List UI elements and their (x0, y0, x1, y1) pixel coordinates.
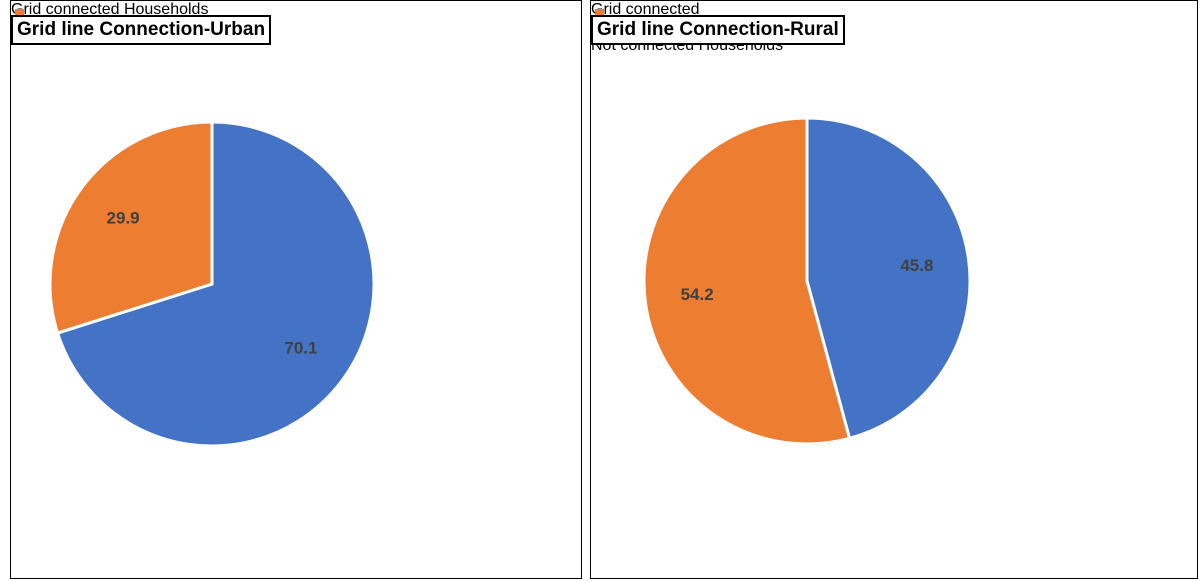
pie-chart: 70.1 29.9 (48, 120, 376, 448)
data-label: 54.2 (681, 285, 714, 304)
chart-title: Grid line Connection-Urban (11, 15, 272, 45)
legend-swatch (15, 9, 24, 18)
pie-chart: 45.8 54.2 (642, 116, 972, 446)
data-label: 29.9 (107, 208, 140, 227)
pie-slice (642, 116, 852, 446)
pie-slice (48, 120, 214, 335)
legend-swatch (595, 9, 604, 18)
pie-slice (55, 120, 376, 448)
chart-title: Grid line Connection-Rural (591, 15, 845, 45)
data-label: 70.1 (284, 339, 317, 358)
legend-label: Grid connected Households (11, 1, 209, 18)
data-label: 45.8 (900, 256, 933, 275)
pie-slice (805, 116, 972, 441)
